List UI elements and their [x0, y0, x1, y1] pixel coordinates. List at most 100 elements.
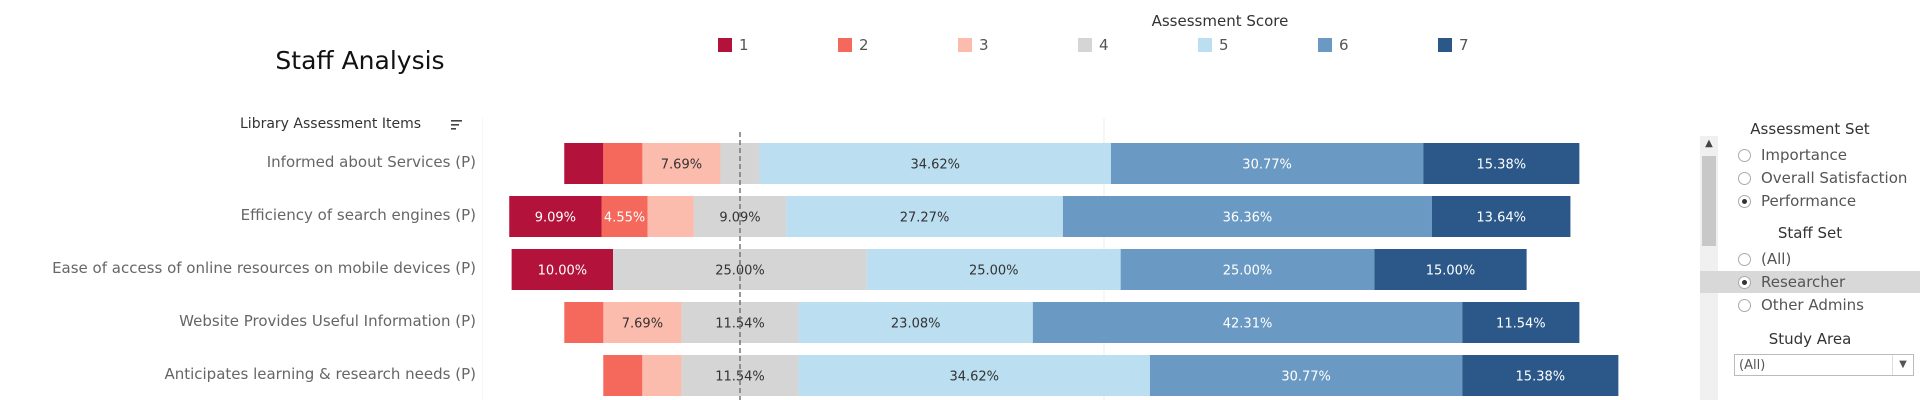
legend-swatch [1318, 38, 1332, 52]
data-label: 25.00% [1223, 264, 1273, 279]
data-label: 11.54% [1496, 317, 1546, 332]
bar-segment-score-3[interactable] [647, 196, 694, 237]
bar-segment-score-7[interactable] [1423, 143, 1580, 184]
bar-segment-score-7[interactable] [1462, 302, 1580, 343]
bar-segment-score-7[interactable] [1431, 196, 1571, 237]
bar-segment-score-5[interactable] [866, 249, 1121, 290]
data-label: 34.62% [949, 370, 999, 385]
study-area-dropdown[interactable]: (All) ▼ [1734, 354, 1914, 376]
bar-segment-score-5[interactable] [798, 302, 1033, 343]
legend-item-1[interactable]: 2 [838, 36, 869, 54]
staff-set-title: Staff Set [1777, 224, 1843, 242]
staff-set-option-label: (All) [1761, 250, 1792, 268]
data-label: 9.09% [535, 211, 576, 226]
scrollbar[interactable]: ▲ [1700, 136, 1718, 400]
items-header: Library Assessment Items [240, 116, 421, 132]
legend-item-6[interactable]: 7 [1438, 36, 1469, 54]
bar-segment-score-5[interactable] [786, 196, 1063, 237]
legend-label: 5 [1219, 36, 1229, 54]
data-label: 30.77% [1242, 158, 1292, 173]
row-label: Anticipates learning & research needs (P… [164, 365, 476, 383]
staff-set-option[interactable]: (All) [1700, 248, 1920, 270]
assessment-set-option[interactable]: Importance [1700, 144, 1920, 166]
bar-segment-score-1[interactable] [511, 249, 614, 290]
radio-icon[interactable] [1738, 252, 1751, 266]
radio-icon[interactable] [1738, 298, 1751, 312]
data-label: 23.08% [891, 317, 941, 332]
legend-swatch [958, 38, 972, 52]
assessment-set-option-label: Importance [1761, 146, 1847, 164]
data-label: 7.69% [661, 158, 702, 173]
scroll-thumb[interactable] [1702, 156, 1716, 246]
assessment-set-option-label: Overall Satisfaction [1761, 169, 1908, 187]
row-label: Ease of access of online resources on mo… [52, 259, 476, 277]
study-area-title: Study Area [1768, 330, 1852, 348]
legend-swatch [1198, 38, 1212, 52]
legend-swatch [1438, 38, 1452, 52]
data-label: 42.31% [1223, 317, 1273, 332]
legend-item-4[interactable]: 5 [1198, 36, 1229, 54]
legend-title: Assessment Score [1151, 12, 1289, 30]
staff-set-option-label: Other Admins [1761, 296, 1864, 314]
bar-segment-score-2[interactable] [603, 355, 643, 396]
staff-set-option[interactable]: Other Admins [1700, 294, 1920, 316]
data-label: 36.36% [1223, 211, 1273, 226]
bar-segment-score-6[interactable] [1032, 302, 1463, 343]
bar-segment-score-2[interactable] [603, 143, 643, 184]
assessment-set-option[interactable]: Overall Satisfaction [1700, 167, 1920, 189]
bar-segment-score-3[interactable] [642, 143, 721, 184]
legend-label: 1 [739, 36, 749, 54]
bar-segment-score-3[interactable] [603, 302, 682, 343]
radio-icon[interactable] [1738, 148, 1751, 162]
bar-row: 11.54% 34.62% 30.77% 15.38% [603, 355, 1619, 396]
bar-segment-score-2[interactable] [564, 302, 604, 343]
bar-segment-score-2[interactable] [601, 196, 648, 237]
data-label: 30.77% [1281, 370, 1331, 385]
bar-segment-score-7[interactable] [1374, 249, 1527, 290]
bar-segment-score-1[interactable] [564, 143, 604, 184]
legend-item-3[interactable]: 4 [1078, 36, 1109, 54]
bar-segment-score-6[interactable] [1120, 249, 1375, 290]
bar-segment-score-5[interactable] [759, 143, 1111, 184]
legend-swatch [1078, 38, 1092, 52]
bar-row: 7.69% 11.54% 23.08% 42.31% 11.54% [564, 302, 1580, 343]
bar-segment-score-7[interactable] [1462, 355, 1619, 396]
page-title: Staff Analysis [275, 46, 445, 75]
chevron-down-icon[interactable]: ▼ [1892, 355, 1913, 375]
filter-panel: ▲ Assessment Set Importance Overall Satis… [1700, 106, 1920, 400]
data-label: 15.38% [1477, 158, 1527, 173]
bar-segment-score-3[interactable] [642, 355, 682, 396]
stacked-bar-chart: 7.69% 34.62% 30.77% 15.38% 9.09% 4.55% 9.09% 27… [482, 118, 1619, 400]
bar-segment-score-6[interactable] [1110, 143, 1424, 184]
row-label: Informed about Services (P) [266, 153, 476, 171]
radio-icon[interactable] [1738, 275, 1751, 289]
assessment-set-option-label: Performance [1761, 192, 1857, 210]
legend-item-2[interactable]: 3 [958, 36, 989, 54]
legend-swatch [718, 38, 732, 52]
assessment-set-title: Assessment Set [1750, 120, 1870, 138]
bar-segment-score-1[interactable] [509, 196, 602, 237]
staff-set-option[interactable]: Researcher [1700, 271, 1920, 293]
data-label: 7.69% [622, 317, 663, 332]
sort-icon[interactable] [451, 119, 463, 131]
data-label: 15.00% [1426, 264, 1476, 279]
data-label: 4.55% [604, 211, 645, 226]
legend-item-5[interactable]: 6 [1318, 36, 1349, 54]
bar-segment-score-6[interactable] [1062, 196, 1432, 237]
scroll-up-icon[interactable]: ▲ [1705, 138, 1713, 149]
data-label: 13.64% [1476, 211, 1526, 226]
bar-segment-score-6[interactable] [1149, 355, 1463, 396]
row-label: Efficiency of search engines (P) [240, 206, 476, 224]
data-label: 34.62% [910, 158, 960, 173]
study-area-value: (All) [1739, 357, 1766, 373]
bar-row: 9.09% 4.55% 9.09% 27.27% 36.36% 13.64% [509, 196, 1571, 237]
radio-icon[interactable] [1738, 171, 1751, 185]
legend-label: 2 [859, 36, 869, 54]
assessment-set-option[interactable]: Performance [1700, 190, 1920, 212]
radio-icon[interactable] [1738, 194, 1751, 208]
bar-row: 7.69% 34.62% 30.77% 15.38% [564, 143, 1580, 184]
bar-segment-score-5[interactable] [798, 355, 1150, 396]
data-label: 10.00% [538, 264, 588, 279]
legend-item-0[interactable]: 1 [718, 36, 749, 54]
row-label: Website Provides Useful Information (P) [179, 312, 476, 330]
